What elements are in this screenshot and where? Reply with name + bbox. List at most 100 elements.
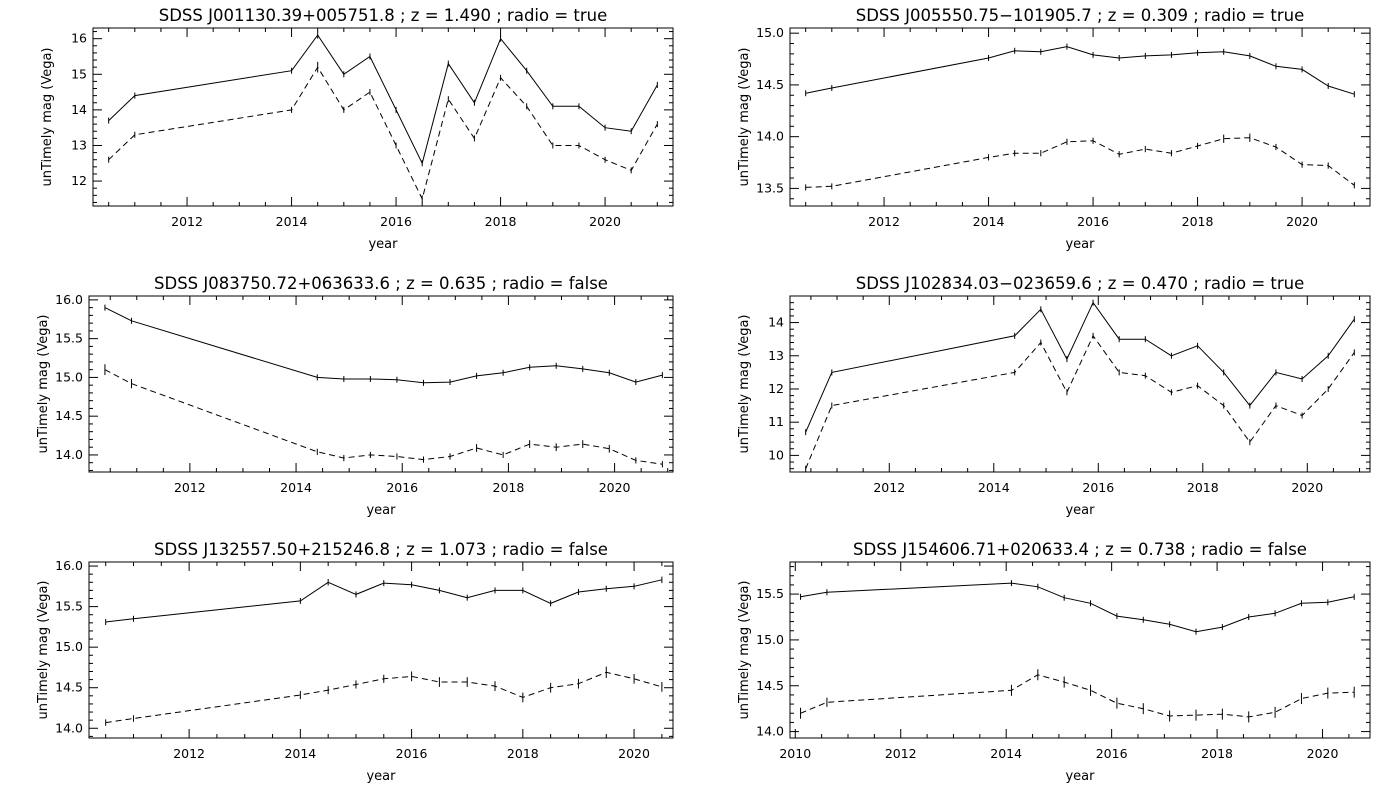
x-tick-label: 2014 — [990, 746, 1022, 761]
y-tick-label: 15.0 — [55, 639, 83, 654]
y-axis-label: unTimely mag (Vega) — [36, 581, 51, 720]
y-tick-label: 15.0 — [756, 25, 784, 40]
chart-title: SDSS J102834.03−023659.6 ; z = 0.470 ; r… — [856, 274, 1305, 293]
x-axis-label: year — [1065, 237, 1095, 252]
series-line-w2 — [800, 674, 1355, 718]
y-axis-label: unTimely mag (Vega) — [737, 48, 752, 187]
series-line-w1 — [800, 582, 1355, 633]
series-group — [805, 43, 1355, 191]
y-tick-label: 14.5 — [55, 680, 83, 695]
series-line-w1 — [805, 301, 1355, 433]
chart-title: SDSS J083750.72+063633.6 ; z = 0.635 ; r… — [154, 274, 608, 293]
x-axis-label: year — [368, 237, 398, 252]
x-tick-label: 2014 — [978, 480, 1010, 495]
series-line-w2 — [108, 66, 658, 201]
y-tick-label: 11 — [768, 414, 784, 429]
x-tick-label: 2012 — [174, 480, 206, 495]
y-tick-label: 16 — [71, 31, 87, 46]
x-tick-label: 2020 — [1307, 746, 1339, 761]
series-group — [104, 304, 663, 468]
y-tick-label: 15.5 — [55, 331, 83, 346]
x-tick-label: 2020 — [599, 480, 631, 495]
x-tick-label: 2016 — [380, 214, 412, 229]
chart-title: SDSS J154606.71+020633.4 ; z = 0.738 ; r… — [853, 540, 1307, 559]
x-tick-label: 2012 — [873, 480, 905, 495]
series-line-w1 — [108, 34, 658, 165]
y-tick-label: 14 — [71, 102, 87, 117]
x-tick-label: 2014 — [276, 214, 308, 229]
y-tick-label: 10 — [768, 447, 784, 462]
series-line-w2 — [805, 334, 1355, 469]
x-tick-label: 2018 — [493, 480, 525, 495]
x-tick-label: 2010 — [779, 746, 811, 761]
y-tick-label: 15.5 — [756, 586, 784, 601]
chart-title: SDSS J005550.75−101905.7 ; z = 0.309 ; r… — [856, 6, 1305, 25]
chart-panel-5: SDSS J132557.50+215246.8 ; z = 1.073 ; r… — [36, 540, 674, 784]
x-tick-label: 2016 — [386, 480, 418, 495]
chart-panel-2: SDSS J005550.75−101905.7 ; z = 0.309 ; r… — [737, 6, 1371, 252]
chart-panel-3: SDSS J083750.72+063633.6 ; z = 0.635 ; r… — [36, 274, 674, 518]
chart-panel-6: SDSS J154606.71+020633.4 ; z = 0.738 ; r… — [737, 540, 1371, 784]
y-tick-label: 14 — [768, 315, 784, 330]
y-tick-label: 14.5 — [756, 77, 784, 92]
series-line-w1 — [104, 307, 663, 384]
y-axis-label: unTimely mag (Vega) — [36, 315, 51, 454]
x-tick-label: 2016 — [1082, 480, 1114, 495]
y-tick-label: 14.0 — [756, 724, 784, 739]
y-tick-label: 15.0 — [55, 369, 83, 384]
series-group — [108, 31, 658, 203]
plot-frame — [789, 561, 1371, 739]
chart-panel-1: SDSS J001130.39+005751.8 ; z = 1.490 ; r… — [40, 6, 674, 252]
series-line-w2 — [105, 671, 663, 724]
x-axis-label: year — [1065, 769, 1095, 784]
series-line-w2 — [805, 137, 1355, 188]
x-tick-label: 2016 — [1096, 746, 1128, 761]
plot-frame — [789, 295, 1371, 473]
y-tick-label: 15 — [71, 66, 87, 81]
y-tick-label: 12 — [71, 173, 87, 188]
x-tick-label: 2018 — [507, 746, 539, 761]
x-axis-label: year — [366, 769, 396, 784]
plot-frame — [88, 295, 674, 473]
y-tick-label: 14.0 — [756, 129, 784, 144]
x-tick-label: 2018 — [1201, 746, 1233, 761]
y-tick-label: 12 — [768, 381, 784, 396]
x-tick-label: 2014 — [973, 214, 1005, 229]
x-tick-label: 2020 — [589, 214, 621, 229]
y-tick-label: 14.0 — [55, 720, 83, 735]
y-tick-label: 16.0 — [55, 292, 83, 307]
series-line-w2 — [104, 369, 663, 465]
x-tick-label: 2020 — [618, 746, 650, 761]
y-axis-label: unTimely mag (Vega) — [737, 581, 752, 720]
x-tick-label: 2012 — [173, 746, 205, 761]
y-axis-label: unTimely mag (Vega) — [737, 315, 752, 454]
y-tick-label: 14.5 — [55, 408, 83, 423]
plot-frame — [88, 561, 674, 739]
y-tick-label: 15.5 — [55, 599, 83, 614]
y-tick-label: 13 — [71, 137, 87, 152]
y-tick-label: 13.5 — [756, 180, 784, 195]
x-tick-label: 2012 — [868, 214, 900, 229]
x-tick-label: 2018 — [485, 214, 517, 229]
chart-title: SDSS J001130.39+005751.8 ; z = 1.490 ; r… — [159, 6, 608, 25]
chart-title: SDSS J132557.50+215246.8 ; z = 1.073 ; r… — [154, 540, 608, 559]
x-tick-label: 2016 — [1077, 214, 1109, 229]
y-tick-label: 14.5 — [756, 678, 784, 693]
plot-frame — [789, 27, 1371, 207]
chart-panel-4: SDSS J102834.03−023659.6 ; z = 0.470 ; r… — [737, 274, 1371, 518]
x-tick-label: 2014 — [284, 746, 316, 761]
series-line-w1 — [805, 46, 1355, 95]
series-line-w1 — [105, 579, 663, 623]
y-tick-label: 16.0 — [55, 558, 83, 573]
series-group — [105, 576, 663, 726]
x-tick-label: 2014 — [280, 480, 312, 495]
x-tick-label: 2018 — [1187, 480, 1219, 495]
x-tick-label: 2016 — [396, 746, 428, 761]
y-axis-label: unTimely mag (Vega) — [40, 48, 55, 187]
x-tick-label: 2012 — [885, 746, 917, 761]
x-axis-label: year — [1065, 503, 1095, 518]
y-tick-label: 13 — [768, 348, 784, 363]
x-tick-label: 2018 — [1182, 214, 1214, 229]
plot-frame — [92, 27, 674, 207]
